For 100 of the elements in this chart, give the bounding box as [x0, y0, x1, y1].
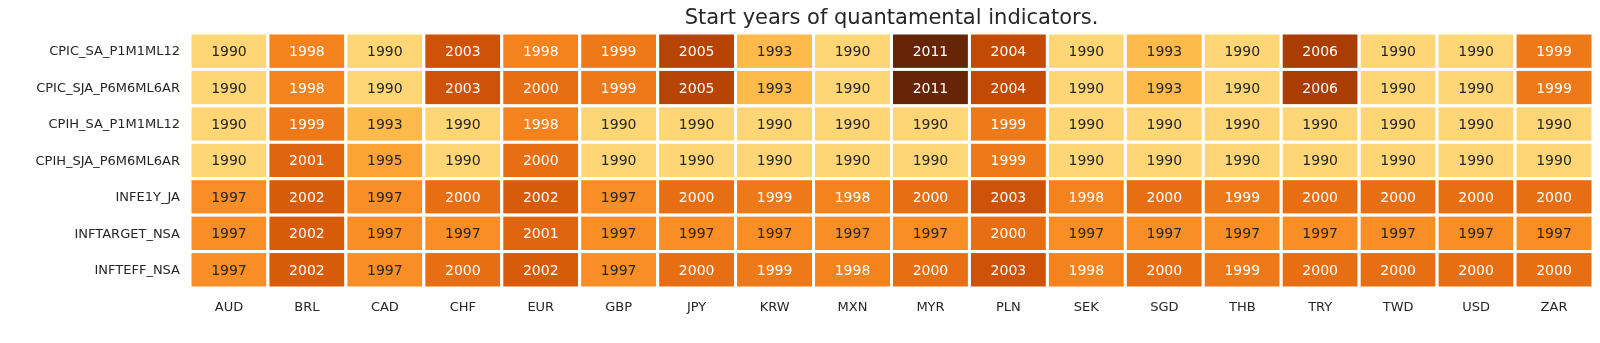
data-label: 2002	[289, 188, 325, 205]
data-label: 1990	[912, 152, 949, 169]
data-label: 2003	[990, 188, 1027, 205]
data-label: 2000	[678, 188, 715, 205]
data-label: 1990	[367, 79, 403, 96]
x-tick-label: TWD	[1381, 299, 1414, 315]
x-tick-label: THB	[1227, 299, 1256, 315]
data-label: 1997	[600, 261, 637, 278]
data-label: 2001	[289, 152, 325, 169]
data-label: 1997	[756, 225, 793, 242]
data-label: 1990	[444, 152, 481, 169]
data-label: 1997	[834, 225, 871, 242]
data-label: 1997	[1302, 225, 1339, 242]
x-tick-label: AUD	[214, 299, 244, 315]
y-tick-label: CPIH_SJA_P6M6ML6AR	[35, 152, 180, 168]
data-label: 1999	[1536, 79, 1572, 96]
data-label: 1990	[1224, 79, 1261, 96]
data-label: 1990	[1302, 115, 1339, 132]
data-label: 1990	[211, 79, 247, 96]
data-label: 2002	[522, 261, 559, 278]
data-label: 1999	[289, 115, 325, 132]
data-label: 1990	[834, 115, 871, 132]
data-label: 1990	[756, 115, 793, 132]
data-label: 2000	[1458, 261, 1494, 278]
data-label: 2004	[990, 43, 1027, 60]
chart-title: Start years of quantamental indicators.	[684, 5, 1099, 29]
x-tick-label: EUR	[527, 299, 555, 315]
data-label: 2003	[444, 79, 481, 96]
data-label: 1997	[211, 261, 247, 278]
data-label: 1999	[756, 261, 793, 278]
y-tick-label: INFE1Y_JA	[115, 189, 181, 205]
data-label: 1993	[1146, 79, 1183, 96]
data-label: 1990	[1536, 115, 1572, 132]
data-label: 1997	[600, 225, 637, 242]
data-label: 1999	[1224, 261, 1261, 278]
data-label: 1993	[756, 79, 793, 96]
data-label: 1997	[367, 261, 403, 278]
data-label: 1997	[1224, 225, 1261, 242]
data-label: 1990	[1146, 152, 1183, 169]
data-label: 2000	[1458, 188, 1494, 205]
x-tick-label: JPY	[685, 299, 707, 315]
x-tick-label: CAD	[370, 299, 399, 315]
data-label: 1997	[1458, 225, 1494, 242]
data-label: 1998	[289, 43, 325, 60]
data-label: 1998	[1068, 188, 1105, 205]
data-label: 1997	[1146, 225, 1183, 242]
data-label: 2000	[912, 261, 949, 278]
data-label: 1990	[1380, 43, 1416, 60]
data-label: 2003	[444, 43, 481, 60]
data-label: 1997	[211, 225, 247, 242]
data-label: 1990	[756, 152, 793, 169]
data-label: 1990	[211, 152, 247, 169]
x-tick-label: KRW	[759, 299, 790, 315]
data-label: 1997	[444, 225, 481, 242]
data-label: 1990	[1068, 43, 1105, 60]
data-label: 1990	[367, 43, 403, 60]
data-label: 1990	[1224, 43, 1261, 60]
data-label: 1997	[678, 225, 715, 242]
data-label: 1990	[1458, 115, 1494, 132]
data-label: 1990	[1380, 152, 1416, 169]
data-label: 1997	[1380, 225, 1416, 242]
data-label: 1990	[678, 152, 715, 169]
y-tick-label: CPIC_SJA_P6M6ML6AR	[36, 79, 180, 95]
data-label: 2001	[522, 225, 559, 242]
data-label: 2011	[912, 43, 949, 60]
x-tick-label: MXN	[837, 299, 868, 315]
data-label: 1990	[1224, 115, 1261, 132]
data-label: 1990	[211, 43, 247, 60]
data-label: 2011	[912, 79, 949, 96]
data-label: 1999	[1536, 43, 1572, 60]
data-label: 1999	[1224, 188, 1261, 205]
data-label: 1997	[1536, 225, 1572, 242]
data-label: 2003	[990, 261, 1027, 278]
data-label: 1998	[1068, 261, 1105, 278]
data-label: 1990	[444, 115, 481, 132]
data-label: 2002	[289, 225, 325, 242]
data-label: 1993	[756, 43, 793, 60]
data-label: 1990	[1224, 152, 1261, 169]
data-label: 1999	[990, 115, 1027, 132]
data-label: 1990	[1068, 152, 1105, 169]
data-label: 1993	[367, 115, 403, 132]
data-label: 1999	[600, 43, 637, 60]
data-label: 1997	[211, 188, 247, 205]
data-label: 1990	[1458, 43, 1494, 60]
y-tick-label: CPIH_SA_P1M1ML12	[48, 116, 180, 132]
data-label: 1993	[1146, 43, 1183, 60]
data-label: 1990	[1380, 79, 1416, 96]
data-label: 2006	[1302, 79, 1339, 96]
data-label: 1990	[1458, 152, 1494, 169]
data-label: 1998	[834, 261, 871, 278]
data-label: 1990	[834, 152, 871, 169]
data-label: 1999	[756, 188, 793, 205]
data-label: 1998	[522, 115, 559, 132]
data-label: 1990	[600, 115, 637, 132]
data-label: 2004	[990, 79, 1027, 96]
x-tick-label: ZAR	[1540, 299, 1568, 315]
data-label: 1990	[834, 43, 871, 60]
data-label: 2000	[444, 188, 481, 205]
data-label: 1990	[1146, 115, 1183, 132]
data-label: 2005	[678, 43, 715, 60]
